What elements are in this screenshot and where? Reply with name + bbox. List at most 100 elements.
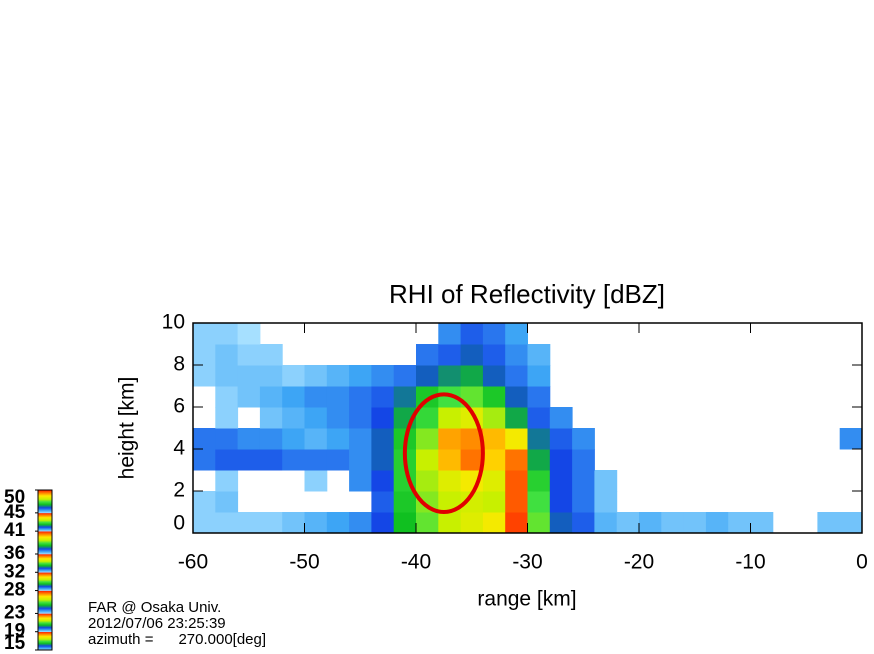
cell: [215, 470, 239, 492]
cell: [259, 449, 283, 471]
cell: [594, 512, 618, 534]
cell: [393, 386, 417, 408]
y-tick-label: 0: [173, 512, 185, 535]
cell: [393, 365, 417, 387]
cell: [193, 449, 216, 471]
cell: [326, 428, 350, 450]
cell: [349, 512, 372, 534]
cell: [438, 512, 462, 534]
cell: [371, 512, 395, 534]
info-line: 2012/07/06 23:25:39: [88, 615, 226, 632]
cell: [416, 344, 439, 366]
cell: [282, 449, 305, 471]
cell: [482, 449, 506, 471]
cell: [438, 365, 462, 387]
cell: [371, 407, 395, 429]
cell: [282, 428, 305, 450]
cell: [349, 449, 372, 471]
cell: [572, 428, 595, 450]
y-tick-label: 8: [173, 353, 185, 376]
cell: [193, 344, 216, 366]
cell: [259, 428, 283, 450]
cell: [505, 407, 528, 429]
x-tick-label: -10: [735, 551, 765, 574]
cell: [326, 386, 350, 408]
cell: [215, 323, 239, 345]
cell: [639, 512, 662, 534]
cell: [371, 386, 395, 408]
cell: [371, 491, 395, 513]
cell: [594, 491, 618, 513]
x-tick-label: 0: [856, 551, 868, 574]
cell: [527, 365, 551, 387]
cell: [482, 386, 506, 408]
cell: [482, 323, 506, 345]
info-line: azimuth = 270.000[deg]: [88, 631, 266, 648]
cell: [505, 470, 528, 492]
cell: [349, 470, 372, 492]
cell: [282, 407, 305, 429]
cell: [438, 491, 462, 513]
cell: [304, 449, 328, 471]
cell: [705, 512, 729, 534]
cell: [416, 428, 439, 450]
cell: [728, 512, 751, 534]
cell: [527, 428, 551, 450]
cell: [326, 407, 350, 429]
cell: [505, 344, 528, 366]
cell: [460, 512, 484, 534]
cell: [460, 365, 484, 387]
cell: [349, 428, 372, 450]
cell: [460, 323, 484, 345]
cell: [482, 407, 506, 429]
cell: [527, 407, 551, 429]
cell: [215, 512, 239, 534]
cell: [193, 365, 216, 387]
colorbar-tick-label: 19: [4, 621, 25, 642]
cell: [460, 449, 484, 471]
cell: [193, 512, 216, 534]
colorbar-segment: [38, 490, 52, 514]
cell: [326, 449, 350, 471]
cell: [215, 365, 239, 387]
cell: [282, 512, 305, 534]
cell: [549, 449, 573, 471]
info-line: FAR @ Osaka Univ.: [88, 599, 221, 616]
highlight-ellipse: [402, 392, 485, 515]
cell: [237, 323, 261, 345]
cell: [750, 512, 774, 534]
cell: [416, 449, 439, 471]
cell: [482, 491, 506, 513]
cell: [549, 428, 573, 450]
cell: [215, 491, 239, 513]
cell: [416, 407, 439, 429]
cell: [527, 512, 551, 534]
x-tick-label: -20: [624, 551, 654, 574]
cell: [259, 344, 283, 366]
cell: [527, 344, 551, 366]
colorbar-segment: [38, 554, 52, 573]
cell: [616, 512, 640, 534]
colorbar-segment: [38, 572, 52, 591]
cell: [215, 449, 239, 471]
cell: [326, 512, 350, 534]
cell: [438, 323, 462, 345]
cell: [259, 386, 283, 408]
axes: -60 -50 -40 -30 -20 -10 0 0 2 4 6 8 10: [162, 311, 868, 574]
cell: [482, 428, 506, 450]
cell: [460, 428, 484, 450]
cell: [259, 407, 283, 429]
cell: [349, 407, 372, 429]
cell: [237, 449, 261, 471]
cell: [505, 491, 528, 513]
colorbar-segment: [38, 590, 52, 614]
cell: [527, 449, 551, 471]
cell: [416, 512, 439, 534]
cell: [549, 512, 573, 534]
cell: [839, 428, 863, 450]
cell: [237, 386, 261, 408]
cell: [460, 344, 484, 366]
cell: [371, 449, 395, 471]
colorbar-tick-label: 32: [4, 561, 25, 582]
colorbar-frame: [37, 489, 53, 651]
